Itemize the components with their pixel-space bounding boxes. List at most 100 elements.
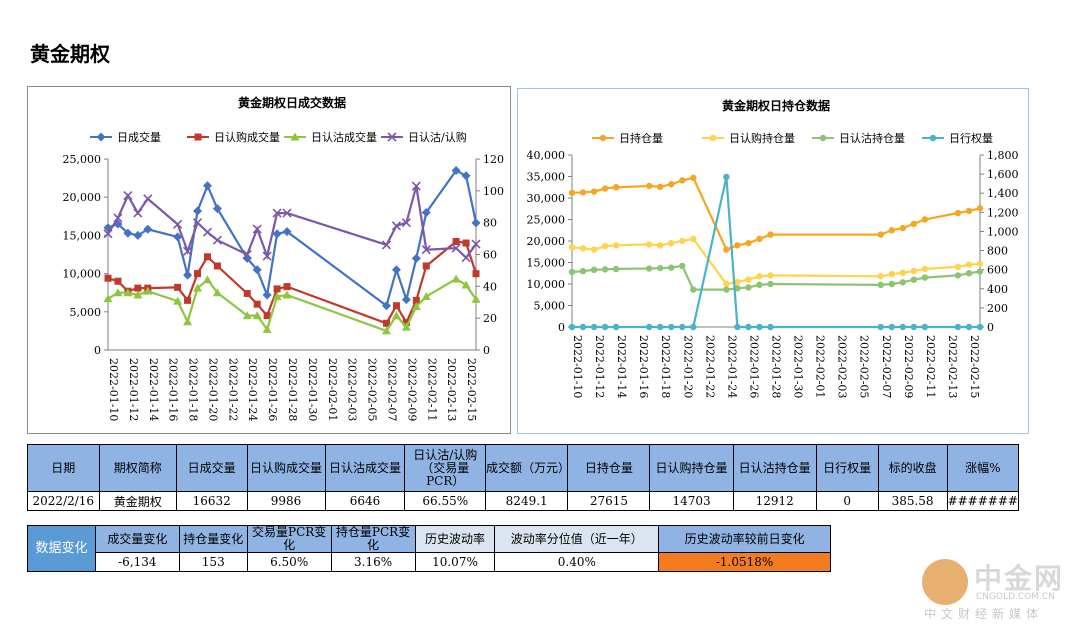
data-point xyxy=(133,290,143,299)
data-point xyxy=(745,276,752,283)
x-tick-label: 2022-02-15 xyxy=(465,358,478,421)
data-point xyxy=(462,239,470,247)
x-tick-label: 2022-02-13 xyxy=(946,335,959,398)
data-point xyxy=(767,323,774,331)
data-point xyxy=(471,239,481,249)
y2-tick-label: 60 xyxy=(483,249,497,262)
y2-tick-label: 1,400 xyxy=(987,187,1019,200)
data-point xyxy=(579,189,587,196)
data-point xyxy=(910,276,918,283)
header-cell: 涨幅% xyxy=(946,444,1020,492)
data-point xyxy=(690,323,697,331)
data-point xyxy=(252,265,262,275)
data-point xyxy=(272,229,282,239)
legend-label: 日持仓量 xyxy=(619,131,663,145)
data-point xyxy=(690,286,697,293)
data-point xyxy=(645,241,653,248)
data-point xyxy=(114,277,122,285)
y2-tick-label: 100 xyxy=(483,185,504,198)
data-point xyxy=(471,218,481,228)
legend-label: 日行权量 xyxy=(949,132,993,145)
table-cell: 16632 xyxy=(175,491,248,511)
data-point xyxy=(657,323,664,331)
legend-marker xyxy=(709,134,717,142)
y-tick-label: 40,000 xyxy=(527,149,566,162)
y2-tick-label: 1,600 xyxy=(987,168,1019,181)
data-point xyxy=(954,263,962,270)
x-tick-label: 2022-01-18 xyxy=(659,335,672,398)
data-point xyxy=(391,265,401,275)
legend-marker xyxy=(599,134,607,142)
data-point xyxy=(252,224,262,234)
data-point xyxy=(756,235,763,243)
table-cell: 14703 xyxy=(649,491,734,511)
data-point xyxy=(272,208,282,218)
table-cell: 6.50% xyxy=(246,552,332,572)
data-point xyxy=(391,311,401,320)
x-tick-label: 2022-02-13 xyxy=(445,358,458,421)
logo-mark-icon xyxy=(922,559,968,605)
data-point xyxy=(104,274,112,282)
x-tick-label: 2022-02-11 xyxy=(425,358,438,421)
table-cell: -6,134 xyxy=(94,552,180,572)
header-cell: 日认沽/认购（交易量PCR） xyxy=(404,444,487,492)
data-point xyxy=(888,323,895,331)
data-point xyxy=(590,266,598,274)
header-cell: 日成交量 xyxy=(175,444,248,492)
table-cell: 385.58 xyxy=(877,491,948,511)
data-point xyxy=(272,292,282,301)
y-tick-label: 25,000 xyxy=(527,214,566,227)
y-tick-label: 35,000 xyxy=(527,171,566,184)
logo-url: CNGOLD.COM.CN xyxy=(976,592,1055,602)
data-point xyxy=(921,274,929,281)
data-point xyxy=(965,323,973,331)
data-point xyxy=(612,242,620,249)
data-point xyxy=(273,285,281,293)
x-tick-label: 2022-02-05 xyxy=(858,335,871,398)
table-cell: 3.16% xyxy=(330,552,416,572)
data-point xyxy=(391,221,401,231)
x-tick-label: 2022-01-28 xyxy=(769,335,782,398)
data-point xyxy=(734,278,741,286)
y2-tick-label: 400 xyxy=(987,283,1008,296)
header-cell: 持仓量变化 xyxy=(178,525,248,553)
data-point xyxy=(657,264,664,272)
data-point xyxy=(193,283,203,292)
data-point xyxy=(910,267,918,275)
data-point xyxy=(767,280,774,288)
data-point xyxy=(679,237,686,245)
data-point xyxy=(734,242,741,249)
data-point xyxy=(174,283,182,291)
data-point xyxy=(568,323,576,331)
y2-tick-label: 120 xyxy=(483,153,504,166)
table-cell: 2022/2/16 xyxy=(27,491,100,511)
x-tick-label: 2022-02-07 xyxy=(385,358,398,421)
data-point xyxy=(253,300,261,308)
data-point xyxy=(601,266,609,273)
data-point xyxy=(954,209,962,217)
table-cell: 9986 xyxy=(246,491,326,511)
data-point xyxy=(263,312,271,320)
x-tick-label: 2022-02-05 xyxy=(366,358,379,421)
y-tick-label: 0 xyxy=(558,321,565,334)
table-row: -6,134 153 6.50% 3.16% 10.07% 0.40% -1.0… xyxy=(28,552,831,572)
x-tick-label: 2022-01-26 xyxy=(266,358,279,421)
data-point xyxy=(910,323,918,331)
data-point xyxy=(767,272,774,279)
logo-name: 中金网 xyxy=(974,562,1065,595)
data-point xyxy=(657,183,664,191)
data-point xyxy=(645,323,653,331)
data-point xyxy=(143,286,153,295)
data-point xyxy=(899,323,907,331)
data-point xyxy=(392,302,400,310)
data-change-row-head: 数据变化 xyxy=(27,525,96,572)
header-cell: 波动率分位值（近一年） xyxy=(494,525,660,553)
legend-label: 日认沽成交量 xyxy=(311,130,377,144)
data-point xyxy=(976,260,984,267)
data-point xyxy=(899,279,907,286)
data-point xyxy=(734,323,741,331)
y-tick-label: 30,000 xyxy=(527,192,566,205)
data-point xyxy=(568,244,576,251)
data-point xyxy=(452,238,460,246)
data-point xyxy=(421,245,431,255)
